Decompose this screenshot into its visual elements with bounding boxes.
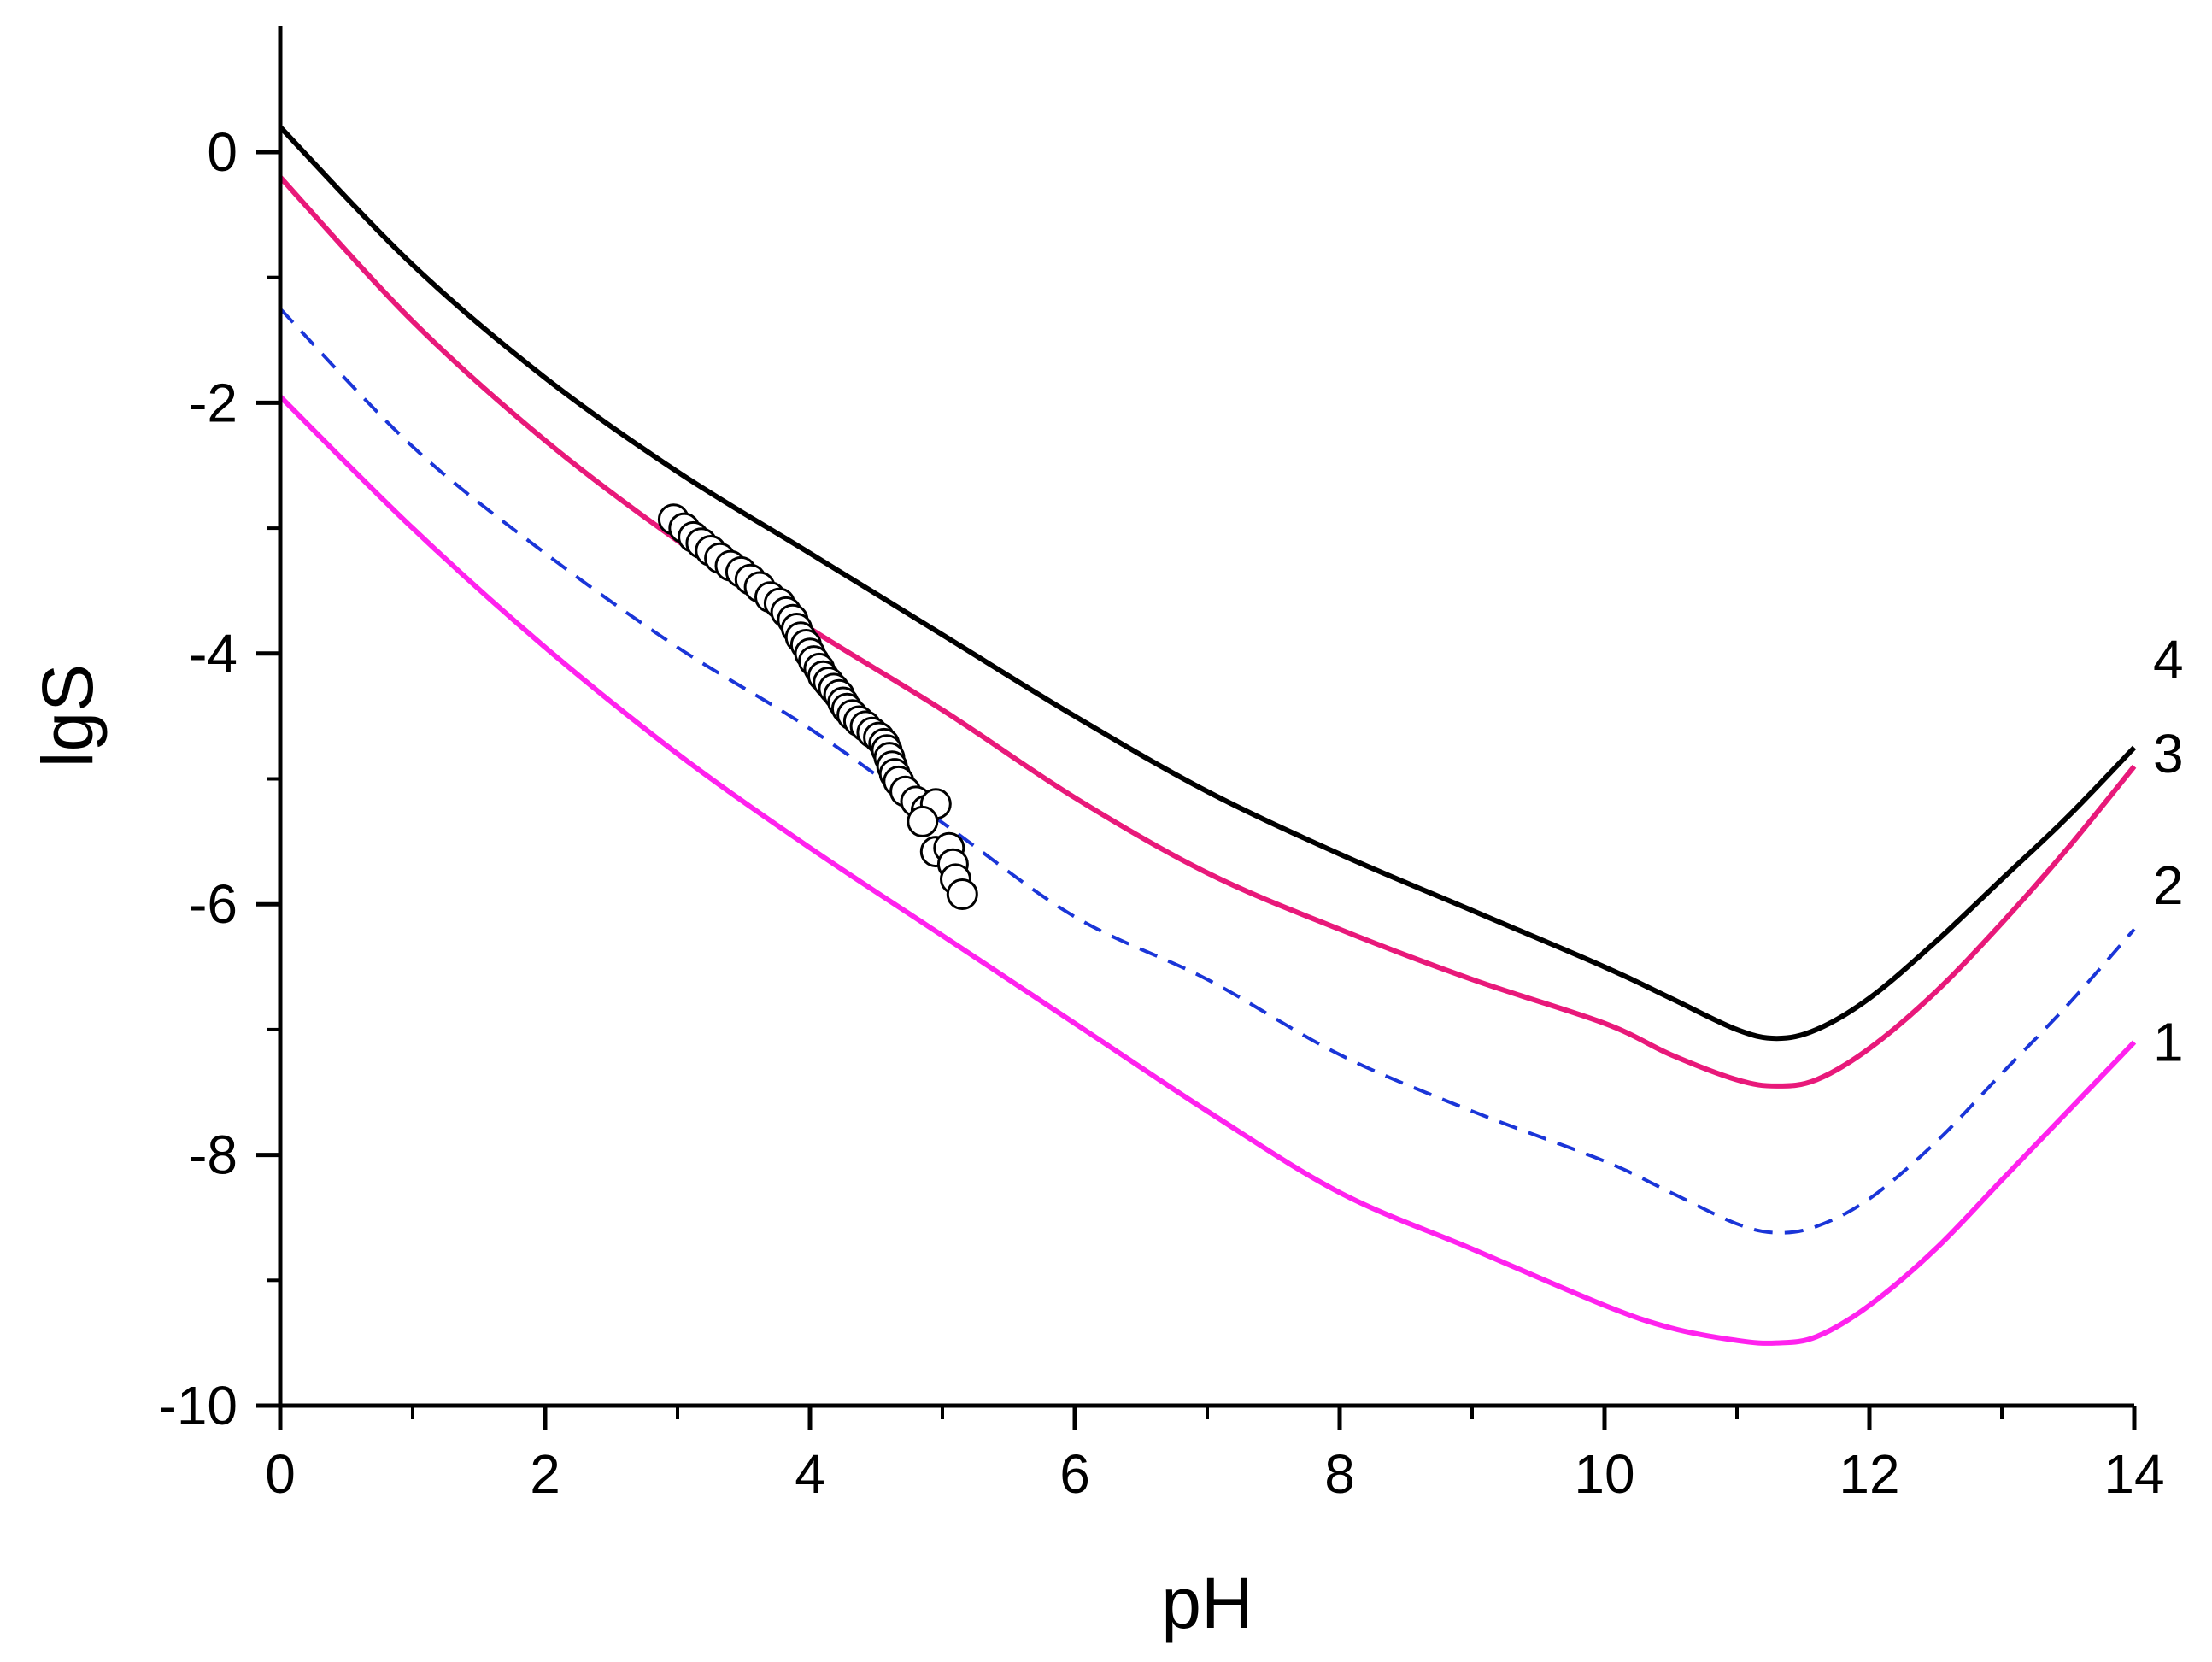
- x-tick-label: 12: [1839, 1443, 1899, 1505]
- curve-4: [278, 125, 2137, 1042]
- x-tick-label: 10: [1574, 1443, 1634, 1505]
- y-tick-label: -4: [189, 623, 238, 684]
- curve-3: [278, 175, 2137, 1089]
- curve-label-2: 2: [2153, 854, 2184, 916]
- y-tick-label: -2: [189, 372, 238, 433]
- x-tick-label: 2: [530, 1443, 560, 1505]
- y-tick-label: -10: [159, 1375, 238, 1436]
- y-axis-title: lgS: [27, 664, 108, 767]
- data-point: [946, 878, 978, 910]
- curve-labels: 1 2 3 4: [2153, 629, 2184, 1072]
- axes: [278, 26, 2134, 1408]
- y-tick-label: 0: [207, 121, 238, 183]
- x-tick-label: 8: [1324, 1443, 1355, 1505]
- tick-labels: 0 2 4 6 8 10 12 14 -10 -8 -6 -4 -2 0: [159, 121, 2165, 1505]
- curve-label-3: 3: [2153, 723, 2184, 784]
- y-tick-label: -6: [189, 873, 238, 935]
- x-tick-label: 6: [1059, 1443, 1090, 1505]
- curve-label-4: 4: [2153, 629, 2184, 690]
- x-tick-label: 0: [265, 1443, 296, 1505]
- curve-2: [279, 308, 2136, 1235]
- experimental-points: [657, 503, 978, 910]
- data-point: [907, 805, 939, 837]
- curve-lines: [278, 125, 2137, 1346]
- curve-label-1: 1: [2153, 1012, 2184, 1073]
- x-axis-title: pH: [1161, 1563, 1253, 1643]
- curve-1: [278, 394, 2137, 1346]
- ticks: [256, 150, 2137, 1430]
- y-tick-label: -8: [189, 1125, 238, 1186]
- x-tick-label: 14: [2103, 1443, 2164, 1505]
- x-tick-label: 4: [795, 1443, 825, 1505]
